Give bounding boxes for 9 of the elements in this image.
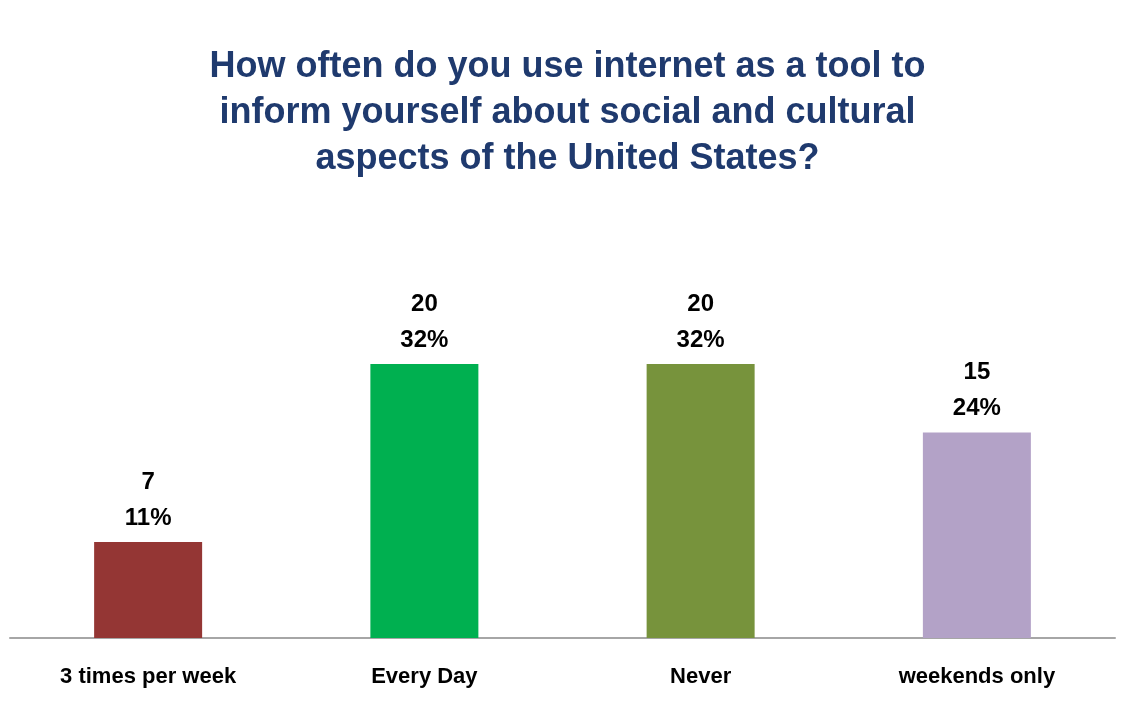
data-label: 20 32% xyxy=(400,288,449,352)
x-tick-label: 3 times per week xyxy=(60,662,237,688)
x-tick-label: Never xyxy=(670,662,732,688)
data-label: 7 11% xyxy=(124,466,172,530)
data-label: 20 32% xyxy=(676,288,725,352)
chart-title: How often do you use internet as a tool to inform yourself about social and cultural aspects of the United States? xyxy=(209,43,926,177)
x-tick-label: weekends only xyxy=(897,662,1056,688)
x-tick-label: Every Day xyxy=(371,662,479,688)
data-label: 15 24% xyxy=(952,357,1001,420)
